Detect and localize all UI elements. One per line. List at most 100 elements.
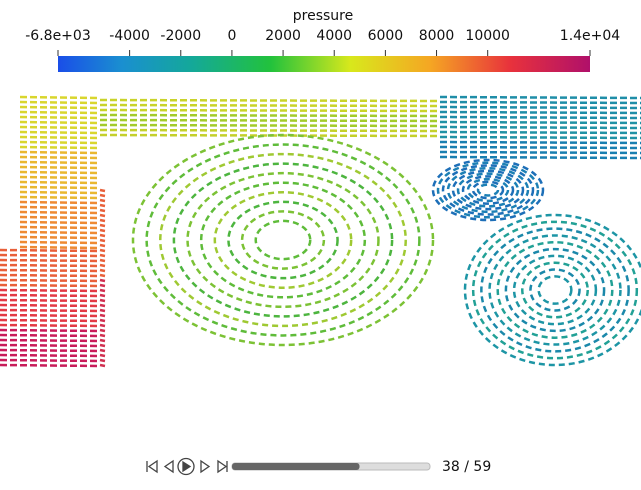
flow-arrows bbox=[19, 220, 101, 225]
colorbar-tick-label: -2000 bbox=[160, 28, 201, 44]
flow-arrows bbox=[0, 323, 101, 328]
colorbar-tick-label: 8000 bbox=[419, 28, 455, 44]
flow-arrows bbox=[439, 120, 641, 125]
flow-arrows bbox=[19, 150, 101, 155]
flow-arrows bbox=[0, 353, 101, 358]
flow-arrows bbox=[19, 180, 101, 185]
flow-arrows bbox=[99, 228, 106, 233]
vortex-arrows bbox=[451, 169, 525, 211]
player-controls: 38 / 59 bbox=[146, 457, 491, 476]
flow-arrows bbox=[99, 308, 106, 313]
flow-arrows bbox=[99, 123, 441, 128]
flow-arrows bbox=[99, 253, 106, 258]
flow-arrows bbox=[0, 283, 101, 288]
flow-arrows bbox=[99, 103, 441, 108]
flow-arrows bbox=[19, 100, 101, 105]
colorbar-tick-label: 2000 bbox=[265, 28, 301, 44]
flow-arrows bbox=[99, 278, 106, 283]
flow-arrows bbox=[99, 268, 106, 273]
flow-arrows bbox=[99, 203, 106, 208]
vortex-arrows bbox=[240, 210, 326, 270]
vortex-arrows bbox=[145, 143, 421, 337]
flow-arrows bbox=[0, 343, 101, 348]
play-button[interactable] bbox=[177, 457, 195, 476]
vortex-arrows bbox=[431, 158, 545, 222]
flow-arrows bbox=[19, 225, 101, 230]
flow-arrows bbox=[99, 273, 106, 278]
flow-arrows bbox=[99, 328, 106, 333]
last-frame-button[interactable] bbox=[217, 459, 228, 474]
colorbar bbox=[58, 56, 590, 72]
flow-arrows bbox=[439, 130, 641, 135]
flow-arrows bbox=[99, 263, 106, 268]
vortex-arrows bbox=[186, 171, 380, 309]
colorbar-tick-label: -6.8e+03 bbox=[25, 28, 90, 44]
flow-arrows bbox=[99, 118, 441, 123]
flow-arrows bbox=[0, 303, 101, 308]
vortex-arrows bbox=[213, 191, 353, 289]
flow-arrows bbox=[0, 253, 101, 258]
vortex-arrows bbox=[521, 261, 589, 319]
flow-arrows bbox=[99, 108, 441, 113]
vortex-arrows bbox=[466, 177, 510, 203]
vortex-arrows bbox=[456, 172, 520, 208]
vortex-arrows bbox=[441, 164, 535, 216]
flow-arrows bbox=[99, 338, 106, 343]
flow-arrows bbox=[439, 100, 641, 105]
colorbar-tick-label: 0 bbox=[227, 28, 236, 44]
flow-arrows bbox=[99, 128, 441, 133]
flow-arrows bbox=[99, 233, 106, 238]
flow-arrows bbox=[19, 165, 101, 170]
flow-arrows bbox=[19, 200, 101, 205]
flow-arrows bbox=[99, 288, 106, 293]
flow-arrows bbox=[19, 170, 101, 175]
flow-arrows bbox=[99, 298, 106, 303]
flow-arrows bbox=[0, 288, 101, 293]
frame-counter: 38 / 59 bbox=[442, 459, 491, 475]
vortex-arrows bbox=[488, 234, 622, 346]
flow-arrows bbox=[0, 278, 101, 283]
flow-arrows bbox=[99, 193, 106, 198]
colorbar-title: pressure bbox=[293, 8, 353, 24]
flow-arrows bbox=[99, 343, 106, 348]
colorbar-tick-label: -4000 bbox=[109, 28, 150, 44]
flow-arrows bbox=[0, 293, 101, 298]
flow-arrows bbox=[19, 130, 101, 135]
flow-arrows bbox=[0, 318, 101, 323]
colorbar-tick-label: 6000 bbox=[368, 28, 404, 44]
flow-arrows bbox=[0, 268, 101, 273]
flow-arrows bbox=[99, 258, 106, 263]
flow-arrows bbox=[99, 353, 106, 358]
flow-arrows bbox=[99, 198, 106, 203]
colorbar-tick-label: 4000 bbox=[316, 28, 352, 44]
vortex-arrows bbox=[471, 180, 505, 200]
flow-arrows bbox=[99, 238, 106, 243]
colorbar-tick-label: 10000 bbox=[465, 28, 510, 44]
flow-arrows bbox=[99, 188, 106, 193]
flow-arrows bbox=[0, 363, 101, 368]
flow-arrows bbox=[439, 155, 641, 160]
flow-arrows bbox=[99, 318, 106, 323]
flow-arrows bbox=[19, 175, 101, 180]
flow-arrows bbox=[99, 358, 106, 363]
flow-arrows bbox=[99, 213, 106, 218]
vortex-arrows bbox=[254, 219, 312, 261]
next-frame-button[interactable] bbox=[200, 459, 211, 474]
vortex-arrows bbox=[227, 200, 339, 280]
flow-arrows bbox=[0, 338, 101, 343]
vortex-arrows bbox=[131, 133, 435, 347]
flow-arrows bbox=[99, 248, 106, 253]
flow-arrows bbox=[99, 208, 106, 213]
flow-arrows bbox=[439, 145, 641, 150]
previous-frame-button[interactable] bbox=[163, 459, 174, 474]
flow-arrows bbox=[99, 313, 106, 318]
flow-arrows bbox=[99, 323, 106, 328]
vortex-arrows bbox=[504, 247, 606, 333]
flow-arrows bbox=[99, 113, 441, 118]
first-frame-button[interactable] bbox=[146, 459, 158, 474]
flow-arrows bbox=[19, 245, 101, 250]
flow-arrows bbox=[19, 205, 101, 210]
flow-arrows bbox=[99, 363, 106, 368]
